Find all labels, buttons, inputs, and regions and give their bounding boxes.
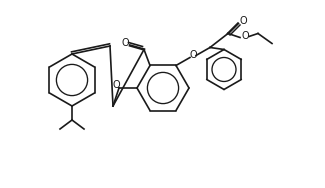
- Text: O: O: [121, 39, 129, 49]
- Text: O: O: [241, 31, 249, 42]
- Text: O: O: [239, 17, 247, 27]
- Text: O: O: [189, 51, 197, 61]
- Text: O: O: [112, 80, 120, 90]
